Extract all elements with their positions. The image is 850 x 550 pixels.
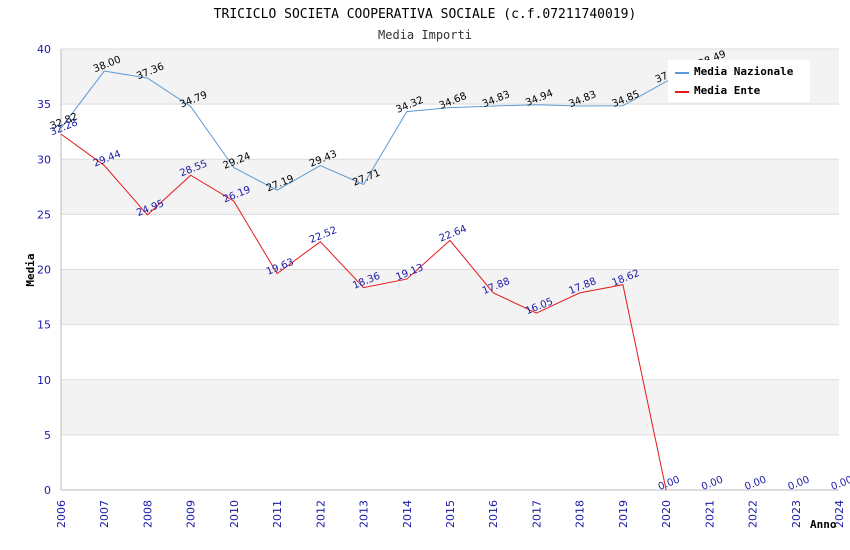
x-tick-label: 2020 xyxy=(660,500,673,528)
x-tick-label: 2007 xyxy=(98,500,111,528)
y-tick-labels: 0 5 10 15 20 25 30 35 40 xyxy=(37,43,51,497)
x-tick-label: 2021 xyxy=(703,500,716,528)
y-tick-label: 5 xyxy=(44,429,51,442)
series-line-ente xyxy=(60,133,667,491)
x-tick-label: 2016 xyxy=(487,500,500,528)
series-lines xyxy=(60,65,710,491)
x-tick-label: 2011 xyxy=(271,500,284,528)
plot-band xyxy=(61,159,839,215)
x-axis-label: Anno xyxy=(810,518,837,531)
y-tick-label: 10 xyxy=(37,374,51,387)
x-tick-labels: 2006 2007 2008 2009 2010 2011 2012 2013 2014 2015… xyxy=(55,500,846,528)
y-axis-label: Media xyxy=(24,253,37,286)
plot-bands xyxy=(61,49,839,435)
plot-band xyxy=(61,269,839,325)
x-tick-label: 2015 xyxy=(444,500,457,528)
legend: Media Nazionale Media Ente xyxy=(668,60,810,102)
legend-label-nazionale: Media Nazionale xyxy=(694,65,794,78)
series-line-nazionale xyxy=(60,65,710,191)
y-tick-label: 40 xyxy=(37,43,51,56)
x-tick-label: 2012 xyxy=(314,500,327,528)
x-tick-label: 2014 xyxy=(401,500,414,528)
x-tick-label: 2008 xyxy=(141,500,154,528)
x-tick-label: 2006 xyxy=(55,500,68,528)
x-tick-label: 2018 xyxy=(574,500,587,528)
y-tick-label: 15 xyxy=(37,319,51,332)
data-label-ente: 22.52 xyxy=(308,225,339,246)
x-tick-label: 2017 xyxy=(530,500,543,528)
plot-band xyxy=(61,379,839,435)
y-tick-label: 25 xyxy=(37,208,51,221)
x-tick-label: 2022 xyxy=(747,500,760,528)
y-tick-label: 35 xyxy=(37,98,51,111)
y-tick-label: 30 xyxy=(37,153,51,166)
data-label-ente: 22.64 xyxy=(438,224,469,245)
x-tick-label: 2013 xyxy=(358,500,371,528)
chart-title: TRICICLO SOCIETA COOPERATIVA SOCIALE (c.… xyxy=(214,7,637,22)
chart-subtitle: Media Importi xyxy=(378,28,472,42)
x-tick-label: 2010 xyxy=(228,500,241,528)
x-tick-label: 2024 xyxy=(833,500,846,528)
axes xyxy=(60,49,839,491)
legend-box xyxy=(668,60,810,102)
y-tick-label: 0 xyxy=(44,484,51,497)
x-tick-label: 2023 xyxy=(790,500,803,528)
x-tick-label: 2009 xyxy=(185,500,198,528)
x-tick-label: 2019 xyxy=(617,500,630,528)
y-tick-label: 20 xyxy=(37,264,51,277)
data-label-ente: 0.00 xyxy=(830,474,850,493)
legend-label-ente: Media Ente xyxy=(694,84,761,97)
